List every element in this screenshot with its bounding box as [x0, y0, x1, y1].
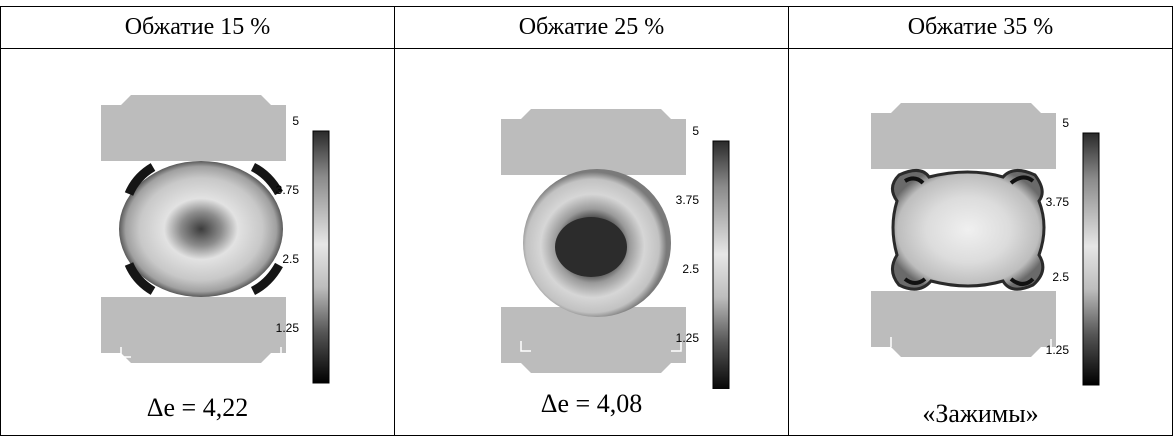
scale-tick-label: 1.25 [1046, 343, 1070, 357]
lower-die [501, 307, 686, 373]
figure-cell-25: 5 3.75 2.5 1.25 0 Δe = 4,08 [394, 48, 789, 436]
corner-band [250, 262, 283, 296]
billet-center-zone [555, 217, 627, 277]
strain-field-plot-25: 5 3.75 2.5 1.25 0 [501, 109, 730, 389]
upper-die [101, 95, 286, 161]
scale-tick-label: 5 [692, 124, 699, 138]
corner-mark [1041, 339, 1052, 350]
color-scale-bar [312, 130, 330, 384]
caption-delta-e-25: Δe = 4,08 [540, 389, 643, 418]
lower-die [871, 291, 1056, 357]
corner-mark [271, 347, 282, 358]
corner-mark [520, 208, 531, 219]
color-scale-bar [712, 140, 730, 389]
corner-mark [120, 347, 131, 358]
figure-cell-35: 5 3.75 2.5 1.25 0 «Зажимы» [788, 48, 1173, 436]
corner-mark [120, 194, 131, 207]
scale-tick-label: 3.75 [1046, 195, 1070, 209]
strain-field-plot-35: 5 3.75 2.5 1.25 0 [871, 103, 1100, 386]
color-scale-bar [1082, 132, 1100, 386]
corner-mark [671, 341, 682, 352]
corner-band [250, 162, 283, 196]
caption-clamps: «Зажимы» [922, 399, 1039, 428]
upper-die [871, 103, 1056, 169]
scale-tick-label: 3.75 [676, 193, 700, 207]
billet-cross-section [891, 169, 1046, 291]
header-row: Обжатие 15 % Обжатие 25 % Обжатие 35 % [0, 6, 1173, 49]
corner-mark [520, 341, 531, 352]
lobe-band [1009, 277, 1035, 286]
upper-die [501, 109, 686, 175]
scale-tick-label: 5 [292, 114, 299, 128]
scale-tick-label: 3.75 [276, 183, 300, 197]
strain-field-plot-15: 5 3.75 2.5 1.25 0 [101, 95, 330, 384]
header-cell-15: Обжатие 15 % [0, 6, 395, 49]
scale-tick-label: 2.5 [1052, 270, 1069, 284]
scale-tick-label: 2.5 [682, 262, 699, 276]
scale-tick-label: 2.5 [282, 252, 299, 266]
corner-band [124, 262, 156, 295]
lobe-band [1009, 175, 1035, 185]
figure-row: 5 3.75 2.5 1.25 0 Δe = 4,22 [0, 48, 1173, 436]
figure-cell-15: 5 3.75 2.5 1.25 0 Δe = 4,22 [0, 48, 395, 436]
scale-tick-label: 5 [1062, 116, 1069, 130]
scale-tick-label: 1.25 [276, 321, 300, 335]
header-cell-35: Обжатие 35 % [788, 6, 1173, 49]
lobe-band [903, 176, 925, 185]
caption-delta-e-15: Δe = 4,22 [146, 393, 249, 422]
corner-band [124, 163, 156, 196]
figure-table: Обжатие 15 % Обжатие 25 % Обжатие 35 % [0, 6, 1173, 436]
lower-die [101, 297, 286, 363]
header-cell-25: Обжатие 25 % [394, 6, 789, 49]
lobe-band [903, 277, 927, 285]
scale-tick-label: 1.25 [676, 331, 700, 345]
billet-cross-section [119, 161, 283, 297]
